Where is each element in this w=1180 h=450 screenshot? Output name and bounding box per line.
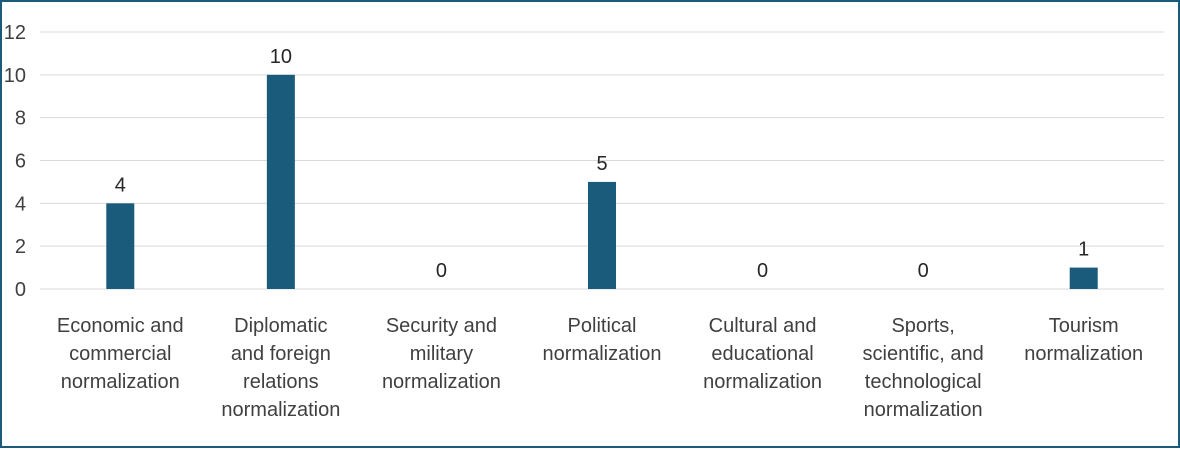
category-label: Cultural and: [709, 315, 817, 337]
data-label: 0: [436, 260, 447, 282]
y-tick-label: 4: [15, 193, 26, 215]
category-label: Diplomatic: [234, 315, 327, 337]
data-labels: 4 10 0 5 0 0 1: [115, 46, 1090, 282]
x-axis-category-labels: Economic and commercial normalization Diplo…: [57, 315, 1143, 421]
bar: [106, 203, 135, 289]
category-label: military: [410, 343, 473, 365]
y-axis-tick-labels: 0 2 4 6 8 10 12: [4, 22, 26, 301]
bars: [106, 74, 1098, 289]
data-label: 10: [270, 46, 292, 68]
data-label: 1: [1078, 239, 1089, 261]
bar: [588, 181, 616, 289]
category-label: scientific, and: [863, 343, 984, 365]
category-label: normalization: [61, 371, 180, 393]
category-label: Political: [568, 315, 637, 337]
data-label: 4: [115, 174, 126, 196]
category-label: Tourism: [1049, 315, 1119, 337]
category-label: normalization: [703, 371, 822, 393]
y-tick-label: 12: [4, 22, 26, 44]
y-tick-label: 6: [15, 151, 26, 173]
category-label: normalization: [864, 399, 983, 421]
data-label: 0: [757, 260, 768, 282]
category-label: and foreign: [231, 343, 331, 365]
category-label: Security and: [386, 315, 497, 337]
category-label: Economic and: [57, 315, 184, 337]
bar: [266, 74, 295, 289]
category-label: relations: [243, 371, 319, 393]
category-label: educational: [711, 343, 813, 365]
category-label: normalization: [221, 399, 340, 421]
category-label: normalization: [543, 343, 662, 365]
bar: [1069, 267, 1098, 289]
y-tick-label: 0: [15, 279, 26, 301]
category-label: normalization: [1024, 343, 1143, 365]
category-label: technological: [865, 371, 982, 393]
y-tick-label: 2: [15, 236, 26, 258]
data-label: 0: [918, 260, 929, 282]
y-tick-label: 8: [15, 108, 26, 130]
y-tick-label: 10: [4, 65, 26, 87]
category-label: normalization: [382, 371, 501, 393]
category-label: commercial: [69, 343, 171, 365]
data-label: 5: [596, 153, 607, 175]
category-label: Sports,: [891, 315, 954, 337]
